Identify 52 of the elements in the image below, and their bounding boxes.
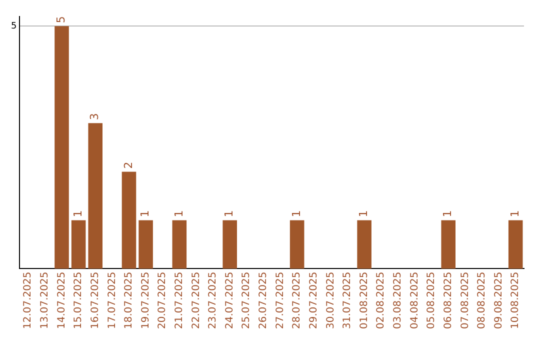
x-tick-label: 02.08.2025: [376, 272, 387, 330]
x-tick-label: 08.08.2025: [476, 272, 488, 330]
x-tick-label: 17.07.2025: [106, 272, 118, 330]
x-tick-label: 28.07.2025: [292, 272, 303, 330]
x-tick-label: 15.07.2025: [73, 272, 84, 330]
data-label: 1: [172, 210, 186, 218]
x-tick-label: 25.07.2025: [241, 272, 252, 330]
x-tick-label: 07.08.2025: [460, 272, 471, 330]
x-tick-label: 19.07.2025: [140, 272, 152, 330]
data-label: 1: [290, 210, 303, 218]
data-label: 2: [122, 162, 135, 169]
x-tick-label: 22.07.2025: [190, 272, 202, 330]
bar: [222, 220, 237, 269]
x-tick-label: 29.07.2025: [308, 272, 320, 330]
bar: [290, 220, 304, 269]
bar: [508, 220, 523, 269]
data-label: 1: [138, 210, 152, 218]
bar: [88, 123, 103, 269]
x-tick-label: 03.08.2025: [392, 272, 404, 330]
data-label: 5: [54, 16, 68, 24]
bar: [357, 220, 372, 269]
x-tick-label: 10.08.2025: [510, 272, 522, 330]
data-label: 1: [441, 210, 454, 218]
bar: [71, 220, 86, 269]
x-tick-label: 20.07.2025: [157, 272, 168, 330]
x-tick-label: 31.07.2025: [342, 272, 354, 330]
bar: [138, 220, 153, 269]
x-tick-label: 16.07.2025: [90, 272, 101, 330]
x-tick-label: 21.07.2025: [174, 272, 186, 330]
data-label: 1: [508, 210, 522, 218]
data-label: 3: [88, 113, 102, 120]
x-tick-label: 14.07.2025: [56, 272, 68, 330]
bar: [172, 220, 187, 269]
x-tick-label: 01.08.2025: [358, 272, 370, 330]
x-tick-label: 26.07.2025: [258, 272, 270, 330]
x-tick-label: 18.07.2025: [124, 272, 135, 330]
x-tick-label: 27.07.2025: [274, 272, 286, 330]
x-tick-label: 06.08.2025: [442, 272, 454, 330]
x-tick-label: 30.07.2025: [325, 272, 336, 330]
x-tick-label: 05.08.2025: [426, 272, 438, 330]
data-label: 1: [71, 210, 84, 218]
bar: [122, 172, 136, 269]
x-tick-label: 12.07.2025: [22, 272, 34, 330]
x-tick-label: 24.07.2025: [224, 272, 236, 330]
bar: [441, 220, 456, 269]
bar: [54, 26, 69, 269]
data-label: 1: [222, 210, 236, 218]
x-tick-label: 13.07.2025: [40, 272, 51, 330]
x-tick-label: 09.08.2025: [493, 272, 504, 330]
data-label: 1: [357, 210, 370, 218]
x-tick-label: 23.07.2025: [208, 272, 219, 330]
x-tick-label: 04.08.2025: [409, 272, 420, 330]
